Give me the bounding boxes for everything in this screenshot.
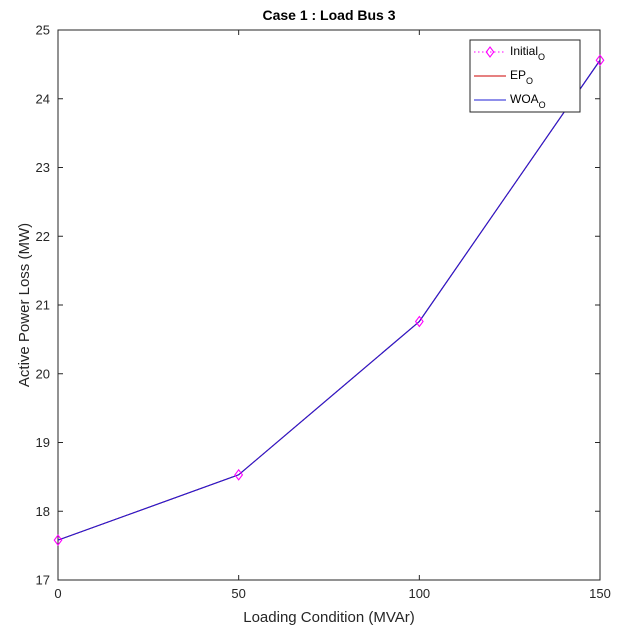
y-tick-label: 23 [36, 160, 50, 175]
data-point-initial [53, 534, 63, 547]
y-tick-label: 19 [36, 435, 50, 450]
data-point-initial [595, 54, 605, 67]
x-tick-label: 0 [54, 586, 61, 601]
y-tick-label: 18 [36, 504, 50, 519]
y-axis: 17 18 19 20 21 22 23 24 25 [36, 23, 600, 588]
y-tick-label: 21 [36, 298, 50, 313]
x-tick-label: 100 [408, 586, 430, 601]
x-axis-label: Loading Condition (MVAr) [243, 609, 414, 626]
y-tick-label: 22 [36, 229, 50, 244]
series-line-woa [57, 59, 601, 541]
y-tick-label: 20 [36, 366, 50, 381]
data-point-initial [234, 468, 244, 481]
y-axis-label: Active Power Loss (MW) [16, 223, 33, 387]
plot-area-frame [57, 29, 601, 581]
legend: InitialO EPO WOAO [469, 39, 581, 113]
y-tick-label: 25 [36, 23, 50, 38]
y-tick-label: 17 [36, 573, 50, 588]
series-layer [53, 54, 605, 547]
x-tick-label: 150 [589, 586, 611, 601]
x-tick-label: 50 [231, 586, 245, 601]
legend-label-initial: InitialO [510, 44, 545, 62]
legend-marker-initial [485, 46, 495, 58]
x-axis: 0 50 100 150 [54, 30, 611, 601]
data-point-initial [414, 315, 424, 328]
legend-label-ep: EPO [510, 68, 533, 86]
y-tick-label: 24 [36, 91, 50, 106]
legend-label-woa: WOAO [510, 92, 546, 110]
chart-title: Case 1 : Load Bus 3 [262, 7, 395, 23]
